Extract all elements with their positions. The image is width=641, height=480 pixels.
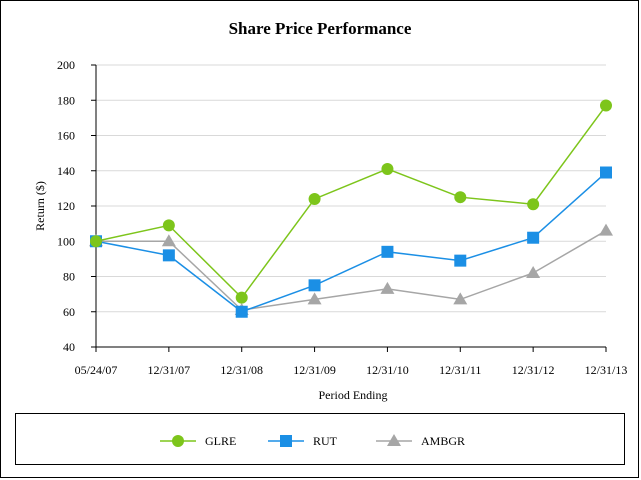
x-tick-label: 12/31/10 xyxy=(366,363,409,377)
legend-marker-rut xyxy=(280,435,292,447)
data-point-ambgr xyxy=(161,234,176,247)
chart-title: Share Price Performance xyxy=(229,19,412,38)
data-point-glre xyxy=(308,192,321,205)
data-point-rut xyxy=(308,279,321,292)
data-point-rut xyxy=(454,254,467,267)
series-line-rut xyxy=(95,171,607,313)
y-tick-label: 180 xyxy=(57,93,75,107)
x-tick-label: 12/31/09 xyxy=(293,363,336,377)
legend-label-glre: GLRE xyxy=(205,434,236,448)
series-glre xyxy=(90,99,612,304)
data-point-rut xyxy=(162,249,175,262)
y-tick-label: 40 xyxy=(63,340,75,354)
series-lines xyxy=(89,99,613,318)
data-point-ambgr xyxy=(599,223,613,236)
data-point-rut xyxy=(235,305,248,318)
x-tick-label: 12/31/11 xyxy=(439,363,481,377)
legend-marker-ambgr xyxy=(387,434,401,446)
data-point-rut xyxy=(527,231,540,244)
series-line-ambgr xyxy=(96,230,607,311)
legend-label-rut: RUT xyxy=(313,434,338,448)
y-tick-label: 160 xyxy=(57,129,75,143)
x-tick-label: 12/31/13 xyxy=(585,363,628,377)
legend-item-ambgr: AMBGR xyxy=(376,434,465,448)
data-point-ambgr xyxy=(307,292,322,305)
tick-labels: 40 60 80 100 120 140 160 180 200 05/24/07 12/31/07… xyxy=(57,58,627,377)
y-tick-label: 200 xyxy=(57,58,75,72)
axes xyxy=(91,64,607,352)
x-tick-label: 12/31/07 xyxy=(148,363,191,377)
y-tick-label: 80 xyxy=(63,270,75,284)
data-point-glre xyxy=(235,291,248,304)
data-point-glre xyxy=(454,191,467,204)
legend: GLRE RUT AMBGR xyxy=(160,434,465,448)
legend-item-glre: GLRE xyxy=(160,434,236,448)
y-axis-label: Return ($) xyxy=(33,181,47,231)
x-axis-label: Period Ending xyxy=(319,388,388,402)
x-tick-label: 12/31/08 xyxy=(220,363,263,377)
data-point-rut xyxy=(381,245,394,258)
data-point-glre xyxy=(90,235,102,248)
data-point-glre xyxy=(381,162,394,175)
legend-marker-glre xyxy=(172,435,184,447)
legend-box xyxy=(15,413,625,465)
legend-label-ambgr: AMBGR xyxy=(421,434,465,448)
x-tick-label: 12/31/12 xyxy=(512,363,555,377)
y-tick-label: 140 xyxy=(57,164,75,178)
data-point-glre xyxy=(600,99,612,112)
data-point-ambgr xyxy=(526,265,541,278)
data-point-ambgr xyxy=(380,281,395,294)
y-tick-label: 60 xyxy=(63,305,75,319)
data-point-glre xyxy=(162,219,175,232)
series-line-glre xyxy=(95,105,607,299)
x-tick-label: 05/24/07 xyxy=(75,363,118,377)
data-point-glre xyxy=(527,198,540,211)
legend-item-rut: RUT xyxy=(268,434,338,448)
y-tick-label: 100 xyxy=(57,234,75,248)
y-tick-label: 120 xyxy=(57,199,75,213)
data-point-rut xyxy=(600,166,612,179)
data-point-ambgr xyxy=(453,292,468,305)
